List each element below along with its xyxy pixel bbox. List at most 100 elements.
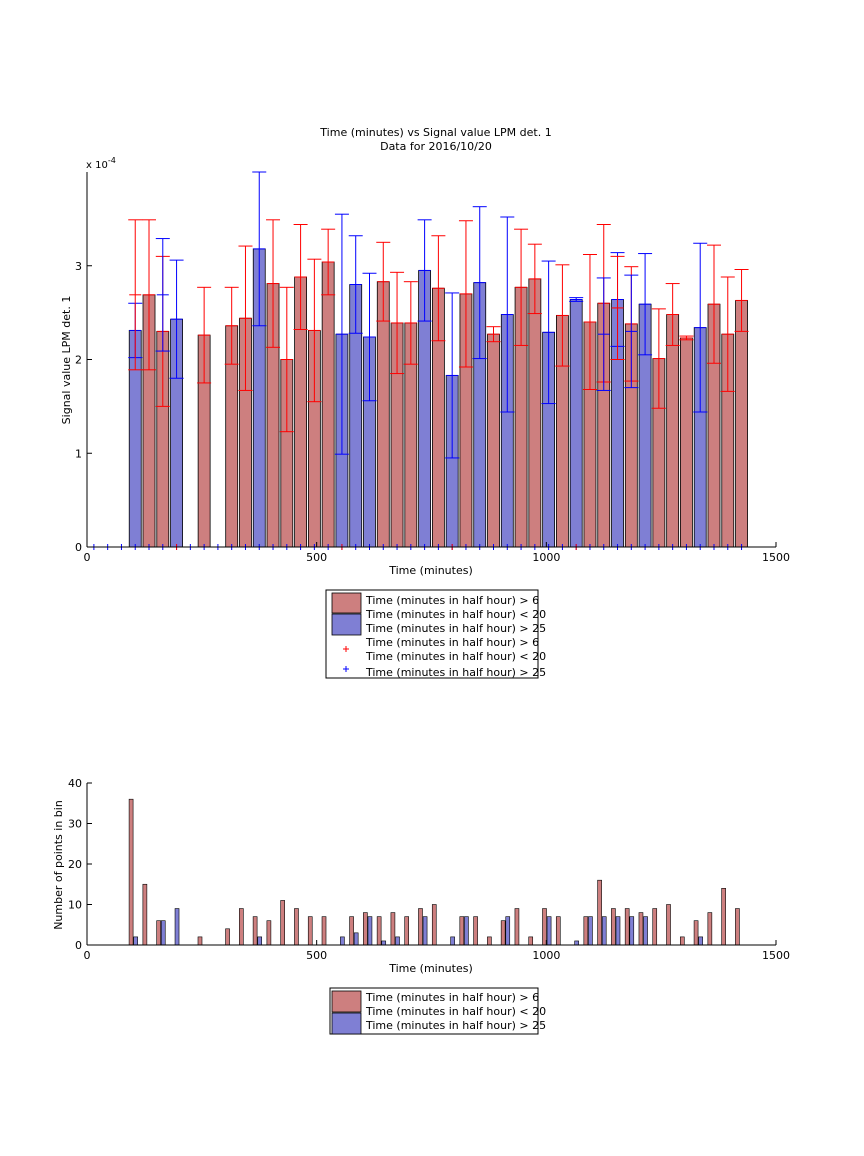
chart2-x-tick-label: 500 xyxy=(306,949,327,962)
chart2-bar-blue-13 xyxy=(546,916,552,946)
chart1-legend-label: Time (minutes in half hour) > 25 xyxy=(365,666,546,679)
chart2-bar-red-30 xyxy=(624,908,630,946)
chart2-bar-blue-19 xyxy=(643,916,648,946)
chart1-errorbar-red-6 xyxy=(279,286,294,433)
chart2-bar-red-12 xyxy=(349,916,354,946)
chart2-bar-blue-17 xyxy=(615,916,621,946)
chart1-errorbar-red-11 xyxy=(390,271,405,375)
chart2-xlabel: Time (minutes) xyxy=(388,962,473,975)
chart2-legend-swatch-blue xyxy=(331,1012,362,1035)
chart2-bar-red-31 xyxy=(638,912,644,946)
chart2-bar-red-5 xyxy=(239,908,244,946)
chart1-bar-red-23 xyxy=(666,314,680,548)
chart1-errorbar-overlay-1 xyxy=(155,238,170,352)
chart1-errorbar-red-24 xyxy=(679,335,694,341)
chart1-legend-marker-blue xyxy=(343,666,349,672)
chart1-errorbar-overlay-4 xyxy=(610,255,625,360)
chart1-legend-label: Time (minutes in half hour) < 20 xyxy=(365,650,546,663)
chart2-legend-swatch-red xyxy=(331,990,362,1013)
chart2-bar-red-19 xyxy=(459,916,465,946)
chart1-errorbar-red-22 xyxy=(651,308,666,409)
chart1-errorbar-blue-9 xyxy=(500,216,515,413)
chart2-bar-blue-11 xyxy=(464,916,469,946)
chart1-legend-label: Time (minutes in half hour) > 6 xyxy=(365,594,539,607)
chart1-errorbar-red-0 xyxy=(142,219,157,371)
chart2-legend-label: Time (minutes in half hour) > 25 xyxy=(365,1019,546,1032)
chart2-bar-red-14 xyxy=(376,916,382,946)
chart2-bar-red-23 xyxy=(514,908,520,946)
chart1-errorbar-red-5 xyxy=(266,219,281,348)
chart1-y-exponent-power: -4 xyxy=(108,156,116,165)
chart2-bar-blue-2 xyxy=(174,908,180,946)
chart1-errorbar-blue-6 xyxy=(417,219,432,322)
chart2-bar-blue-7 xyxy=(381,940,387,946)
chart2-legend-box xyxy=(329,987,539,1035)
chart1-xlabel: Time (minutes) xyxy=(388,564,473,577)
chart1-errorbar-red-16 xyxy=(514,228,529,346)
chart2-y-tick-label: 40 xyxy=(68,777,82,790)
chart1-errorbar-red-23 xyxy=(665,283,680,346)
chart1-errorbar-red-12 xyxy=(403,281,418,365)
chart1-x-tick-label: 500 xyxy=(306,551,327,564)
chart1-errorbar-red-18 xyxy=(555,264,570,367)
chart2-y-tick-label: 30 xyxy=(68,818,82,831)
chart1-errorbar-blue-11 xyxy=(569,297,584,302)
chart2-bar-red-38 xyxy=(735,908,740,946)
chart2-bar-red-27 xyxy=(583,916,589,946)
chart1-errorbar-red-17 xyxy=(527,243,542,315)
chart2-bar-blue-20 xyxy=(698,936,703,946)
chart1-errorbar-red-13 xyxy=(431,235,446,342)
chart2-y-tick-label: 20 xyxy=(68,858,82,871)
chart2-bar-blue-14 xyxy=(574,940,579,946)
chart1-errorbar-red-9 xyxy=(321,228,336,296)
chart2-bar-red-34 xyxy=(679,936,685,946)
chart1-legend: Time (minutes in half hour) > 6 Time (min… xyxy=(325,589,546,679)
chart1-y-exponent-base: x 10 xyxy=(86,160,108,171)
chart2-bar-red-3 xyxy=(197,936,203,946)
chart2-bar-red-26 xyxy=(555,916,561,946)
chart2-x-tick-label: 1000 xyxy=(532,949,560,962)
chart2-x-tick-label: 0 xyxy=(84,949,91,962)
chart2-bar-blue-9 xyxy=(422,916,428,946)
chart2-bar-red-28 xyxy=(597,879,602,946)
chart1-y-tick-label: 2 xyxy=(75,354,82,367)
chart2-bar-blue-16 xyxy=(601,916,607,946)
chart1-legend-swatch-red xyxy=(331,592,362,614)
chart2-bar-red-37 xyxy=(721,887,726,946)
chart1-bar-red-27 xyxy=(735,300,748,548)
chart2-bar-blue-10 xyxy=(450,936,455,946)
chart2-bar-blue-5 xyxy=(353,932,359,946)
chart2-ylabel: Number of points in bin xyxy=(52,800,65,930)
chart2-bar-red-35 xyxy=(693,920,699,946)
chart2-bar-red-1 xyxy=(142,883,148,946)
chart2-bar-red-18 xyxy=(431,904,437,946)
chart2-bar-red-0 xyxy=(128,798,134,946)
chart1-errorbar-blue-10 xyxy=(541,260,556,405)
chart1-errorbar-blue-8 xyxy=(472,206,487,360)
chart2-bar-red-9 xyxy=(294,908,299,946)
chart2-bar-red-24 xyxy=(528,936,534,946)
chart1-errorbar-blue-7 xyxy=(445,292,460,459)
chart1-bar-red-15 xyxy=(487,333,500,548)
chart2-y-tick-label: 0 xyxy=(75,939,82,952)
chart2-bar-red-6 xyxy=(252,916,258,946)
chart2-bar-blue-0 xyxy=(133,936,138,946)
chart1-y-exponent: x 10-4 xyxy=(86,156,116,171)
chart1-errorbar-red-26 xyxy=(720,276,735,392)
chart1-errorbar-blue-5 xyxy=(362,272,377,402)
chart1-errorbar-red-7 xyxy=(293,224,308,330)
chart1-errorbar-red-25 xyxy=(706,244,721,364)
chart2-bar-red-4 xyxy=(225,928,230,946)
chart2-bar-red-17 xyxy=(418,908,423,946)
chart1-plot-area: 0 500 1000 1500 0 1 2 3 xyxy=(75,171,790,564)
chart1-bar-red-9 xyxy=(321,261,335,548)
chart2-bar-red-29 xyxy=(611,908,616,946)
chart1-errorbar-blue-4 xyxy=(348,235,363,334)
chart2-bar-red-32 xyxy=(652,908,658,946)
chart2-bar-blue-1 xyxy=(160,920,166,946)
chart2-bar-red-13 xyxy=(363,912,368,946)
chart1-errorbar-overlay-0 xyxy=(128,219,143,371)
chart2-x-tick-label: 1500 xyxy=(762,949,790,962)
chart1-x-tick-label: 0 xyxy=(84,551,91,564)
